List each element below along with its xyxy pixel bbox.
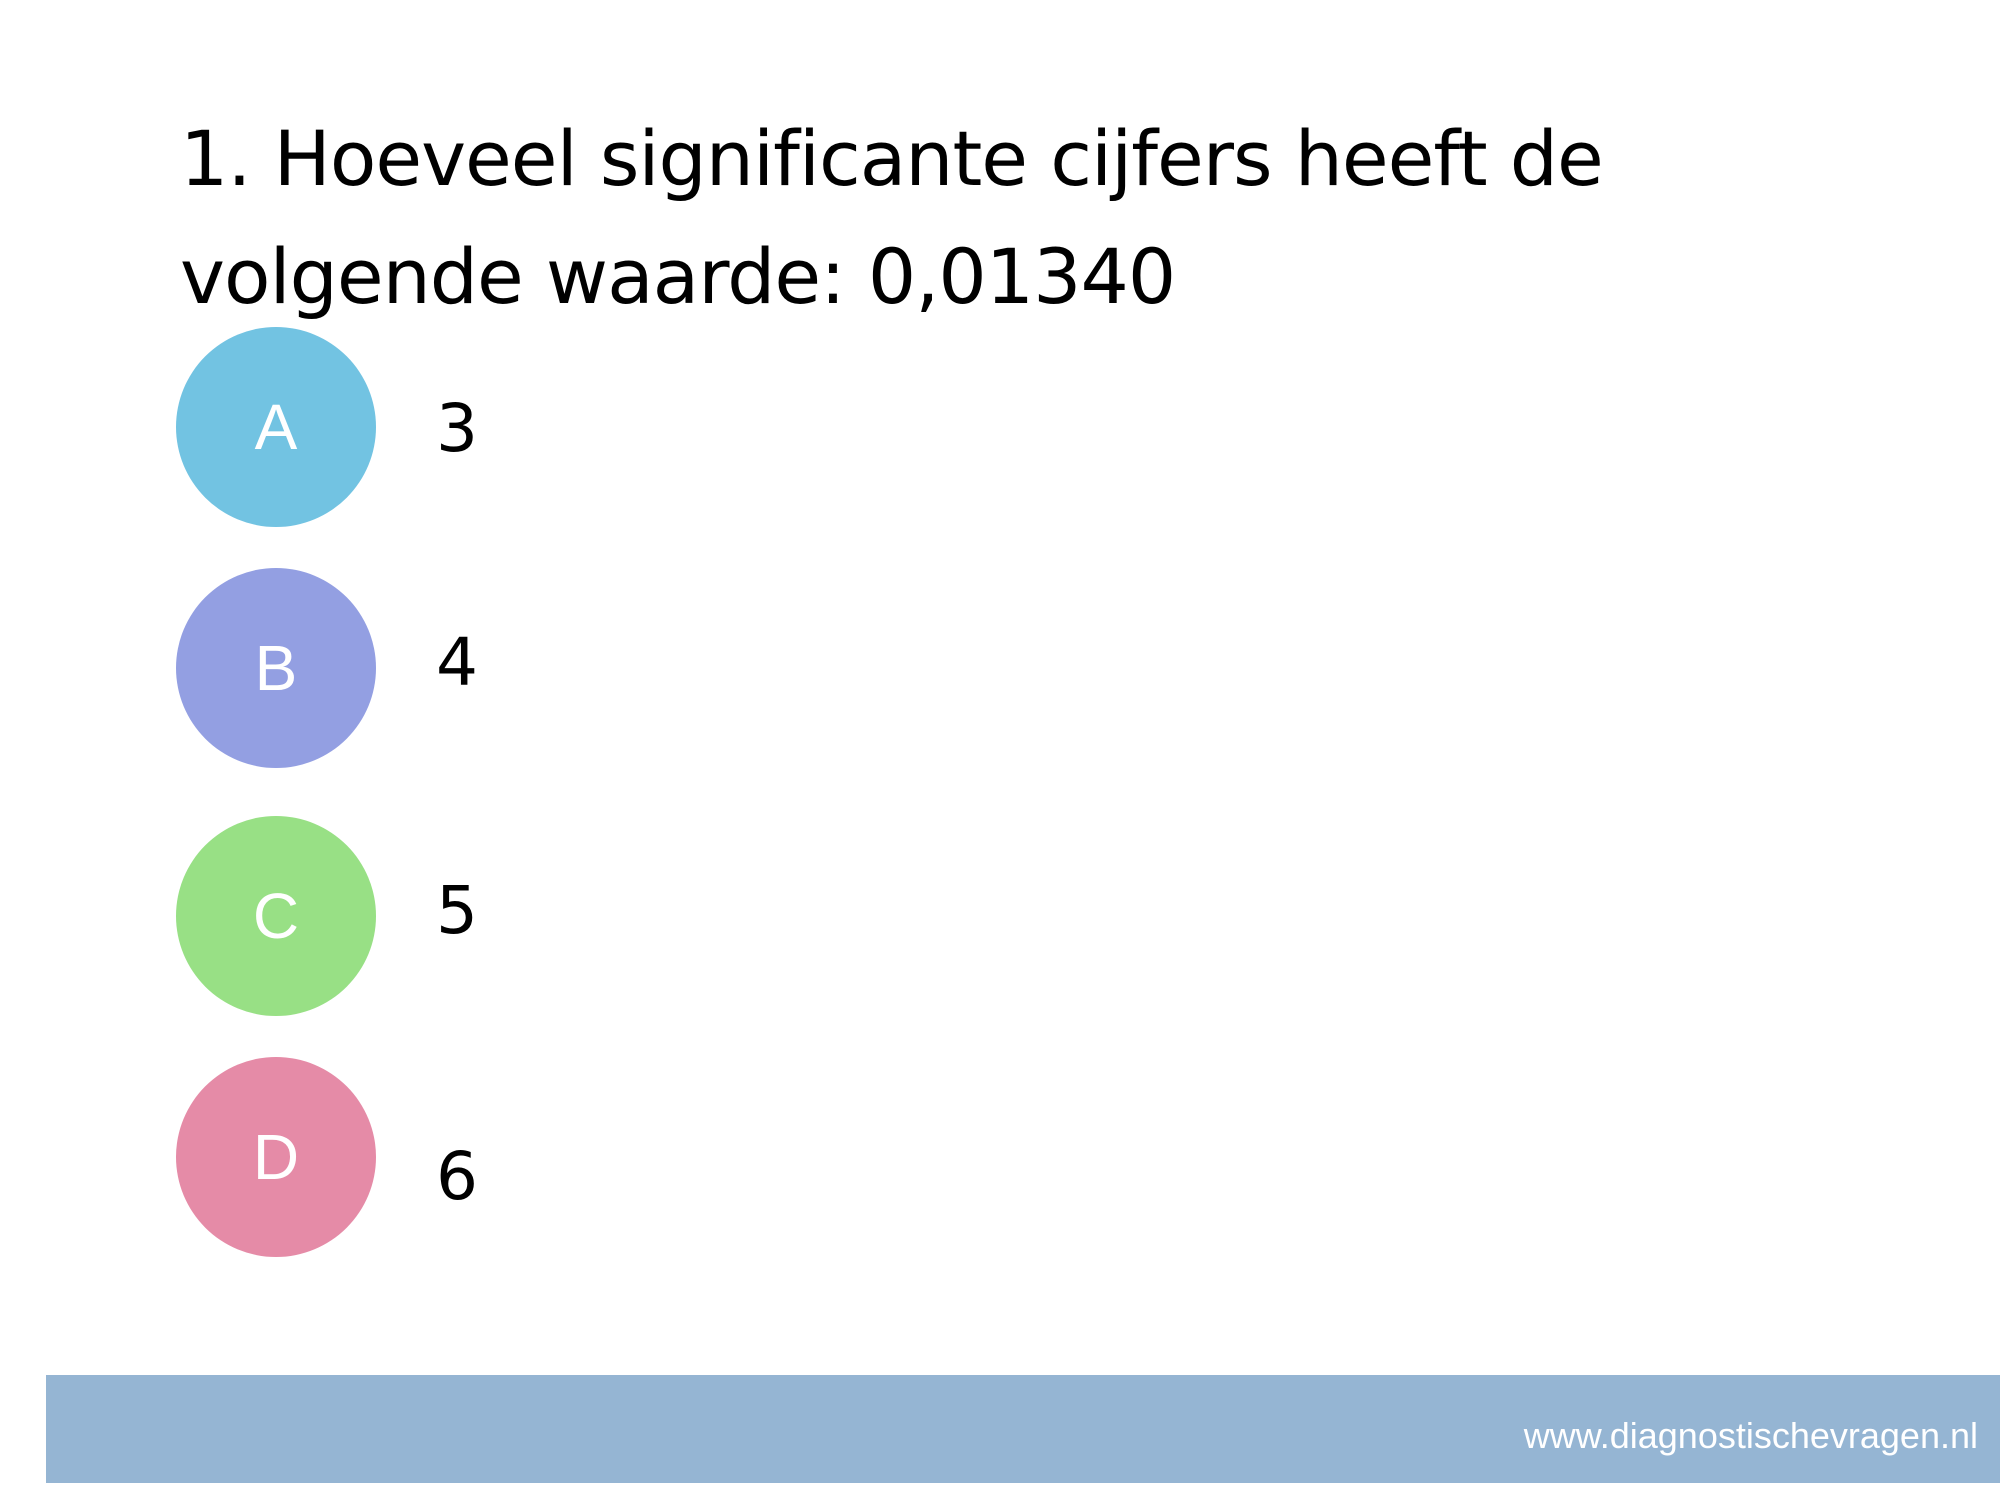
option-d-badge[interactable]: D [176,1057,376,1257]
option-b-badge[interactable]: B [176,568,376,768]
option-d[interactable]: D 6 [176,1057,1176,1257]
option-b[interactable]: B 4 [176,568,1176,768]
footer-url[interactable]: www.diagnostischevragen.nl [1523,1415,1978,1456]
option-d-answer: 6 [436,1138,478,1215]
footer-bar: www.diagnostischevragen.nl [46,1375,2000,1483]
option-b-answer: 4 [436,624,478,701]
question-text: 1. Hoeveel significante cijfers heeft de… [180,114,1604,321]
option-a-badge[interactable]: A [176,327,376,527]
option-a[interactable]: A 3 [176,327,1176,527]
option-c[interactable]: C 5 [176,816,1176,1016]
option-a-answer: 3 [436,390,478,467]
option-c-badge[interactable]: C [176,816,376,1016]
option-c-answer: 5 [436,872,478,949]
